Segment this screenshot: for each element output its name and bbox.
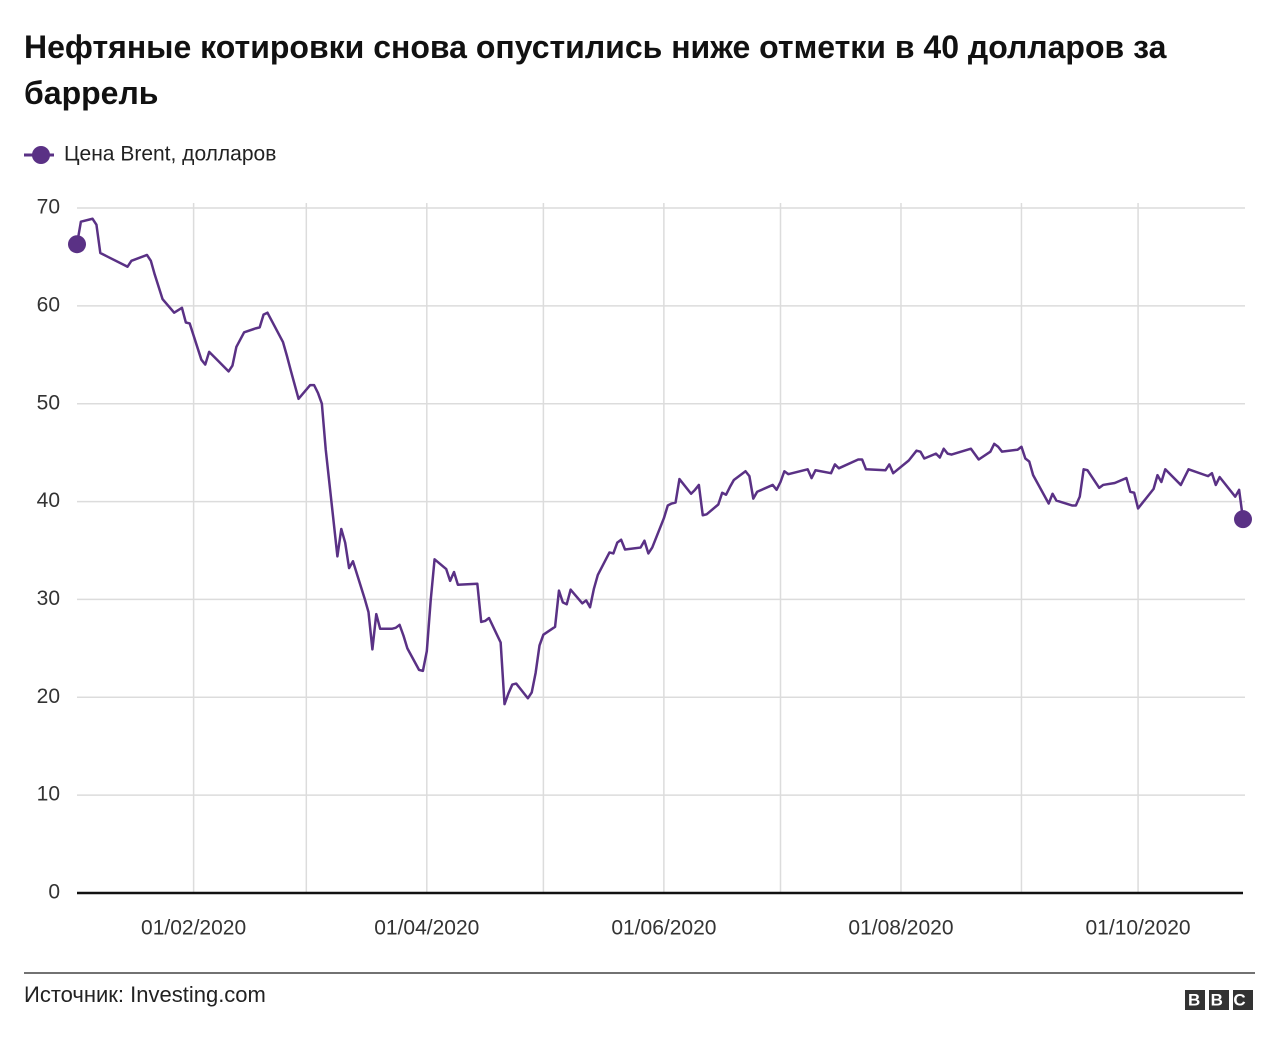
legend-label: Цена Brent, долларов	[64, 143, 276, 166]
y-tick-label: 10	[37, 783, 60, 806]
logo-block	[1233, 990, 1253, 1010]
y-tick-label: 20	[37, 685, 60, 708]
y-tick-label: 70	[37, 196, 60, 219]
bbc-logo: BBC	[1185, 990, 1256, 1010]
y-tick-label: 0	[48, 881, 60, 904]
data-line	[75, 217, 1245, 706]
source: Источник: Investing.com	[24, 982, 266, 1007]
end-marker	[1234, 510, 1252, 529]
y-tick-label: 60	[37, 293, 60, 316]
end-marker	[68, 235, 86, 254]
legend: Цена Brent, долларов	[24, 143, 276, 166]
y-tick-label: 40	[37, 489, 60, 512]
x-tick-label: 01/02/2020	[141, 917, 246, 940]
y-tick-label: 30	[37, 587, 60, 610]
logo-text: BBC	[1188, 990, 1256, 1009]
chart-title: Нефтяные котировки снова опустились ниже…	[24, 29, 1167, 111]
x-tick-label: 01/10/2020	[1086, 917, 1191, 940]
x-tick-label: 01/08/2020	[848, 917, 953, 940]
y-tick-label: 50	[37, 391, 60, 414]
x-tick-label: 01/06/2020	[611, 917, 716, 940]
x-tick-label: 01/04/2020	[374, 917, 479, 940]
legend-marker	[32, 146, 50, 164]
logo-block	[1209, 990, 1229, 1010]
logo-block	[1185, 990, 1205, 1010]
